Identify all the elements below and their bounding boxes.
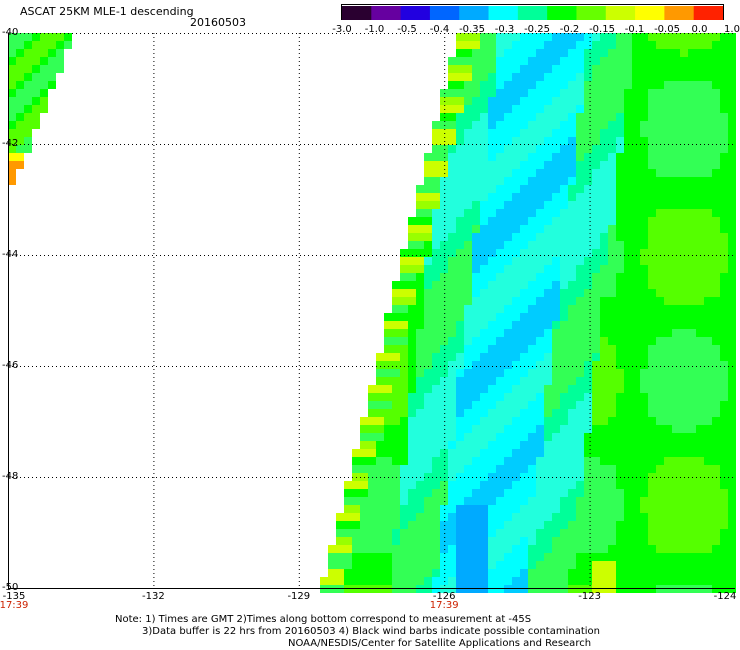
colorbar-segment xyxy=(400,6,431,20)
colorbar-segment xyxy=(576,6,607,20)
colorbar-gradient xyxy=(342,6,724,20)
note-line-2: 3)Data buffer is 22 hrs from 20160503 4)… xyxy=(142,626,600,637)
lon-label: -124 xyxy=(713,591,737,602)
colorbar-tick-label: -0.5 xyxy=(397,24,417,35)
lat-label: -42 xyxy=(2,138,19,149)
lat-label: -48 xyxy=(2,471,19,482)
lat-label: -40 xyxy=(2,27,19,38)
grid-lines xyxy=(8,33,735,588)
colorbar-tick-label: -0.35 xyxy=(459,24,485,35)
lat-label: -50 xyxy=(2,582,19,593)
lat-label: -44 xyxy=(2,249,19,260)
colorbar-segment xyxy=(488,6,519,20)
colorbar-segment xyxy=(664,6,695,20)
lat-label: -46 xyxy=(2,360,19,371)
colorbar-segment xyxy=(429,6,460,20)
colorbar-tick-label: -0.1 xyxy=(624,24,645,35)
colorbar-tick-label: -0.05 xyxy=(654,24,680,35)
colorbar-tick-label: -0.25 xyxy=(524,24,550,35)
colorbar-segment xyxy=(635,6,665,20)
colorbar-tick-label: -0.4 xyxy=(429,24,450,35)
colorbar-segment xyxy=(547,6,577,20)
colorbar-segment xyxy=(517,6,548,20)
lon-label: -126 xyxy=(432,591,456,602)
wind-map-plot xyxy=(8,33,736,593)
colorbar-tick-label: -0.2 xyxy=(559,24,580,35)
colorbar-segment xyxy=(605,6,636,20)
colorbar-segment xyxy=(371,6,402,20)
colorbar-labels: -3.0 -1.0 -0.5 -0.4 -0.35 -0.3 -0.25 -0.2 -0.15-… xyxy=(330,24,740,36)
time-label: 17:39 xyxy=(429,600,459,611)
map-date: 20160503 xyxy=(190,16,246,29)
time-label: 17:39 xyxy=(0,600,29,611)
colorbar-segment xyxy=(459,6,490,20)
lon-label: -132 xyxy=(142,591,165,602)
map-title: ASCAT 25KM MLE-1 descending xyxy=(20,5,194,18)
swath-west-fragment xyxy=(8,33,72,185)
colorbar-tick-label: 1.0 xyxy=(724,24,740,35)
note-line-3: NOAA/NESDIS/Center for Satellite Applica… xyxy=(288,638,592,649)
lon-label: -123 xyxy=(578,591,601,602)
colorbar-tick-label: -3.0 xyxy=(332,24,352,35)
colorbar-tick-label: -1.0 xyxy=(364,24,385,35)
colorbar-tick-label: -0.15 xyxy=(589,24,615,35)
colorbar-tick-label: 0.0 xyxy=(691,24,708,35)
lon-label: -129 xyxy=(287,591,311,602)
note-line-1: Note: 1) Times are GMT 2)Times along bot… xyxy=(115,614,532,625)
swath-main xyxy=(320,33,736,593)
colorbar-tick-label: -0.3 xyxy=(494,24,515,35)
lon-label: -135 xyxy=(2,591,26,602)
colorbar-segment xyxy=(342,6,372,20)
colorbar xyxy=(341,4,724,20)
colorbar-segment xyxy=(693,6,724,20)
